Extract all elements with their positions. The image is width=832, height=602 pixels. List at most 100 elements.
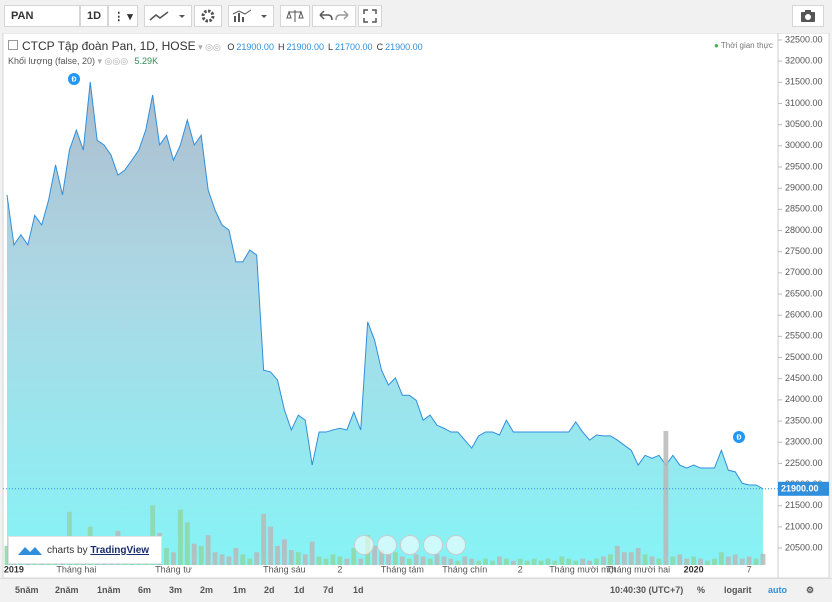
volume-bar — [476, 560, 482, 565]
volume-bar — [184, 522, 190, 565]
chart-style-button[interactable] — [144, 5, 192, 27]
volume-value: 5.29K — [134, 56, 159, 66]
volume-bar — [691, 556, 697, 565]
range-button[interactable]: 1m — [233, 585, 247, 595]
bottom-settings[interactable]: ⚙ — [806, 585, 815, 595]
undo-redo[interactable] — [312, 5, 356, 27]
range-button[interactable]: 5năm — [15, 585, 39, 595]
realtime: ● Thời gian thực — [714, 41, 773, 50]
fullscreen-button[interactable] — [358, 5, 382, 27]
event-marker — [68, 73, 80, 85]
last-price-label: 21900.00 — [781, 484, 819, 494]
volume-bar — [226, 556, 232, 565]
symbol-input[interactable]: PAN — [4, 5, 80, 27]
compare-button[interactable] — [280, 5, 310, 27]
volume-bar — [316, 556, 322, 565]
volume-bar — [295, 552, 301, 565]
y-tick-label: 21000.00 — [785, 521, 823, 531]
volume-bar — [517, 558, 523, 565]
nav-reset[interactable] — [377, 535, 397, 555]
percent-toggle[interactable]: % — [697, 585, 706, 595]
zoom-in[interactable] — [423, 535, 443, 555]
volume-bar — [524, 560, 530, 565]
ohlc-key: L — [328, 42, 334, 52]
y-tick-label: 31000.00 — [785, 98, 823, 108]
y-tick-label: 29500.00 — [785, 161, 823, 171]
volume-bar — [448, 558, 454, 565]
gear-icon — [201, 9, 215, 23]
range-button[interactable]: 3m — [169, 585, 183, 595]
y-tick-label: 31500.00 — [785, 77, 823, 87]
volume-bar — [552, 560, 558, 565]
volume-bar — [628, 552, 634, 565]
range-button[interactable]: 1d — [353, 585, 364, 595]
volume-bar — [177, 509, 183, 565]
volume-bar — [587, 560, 593, 565]
volume-bar — [725, 556, 731, 565]
nav-left[interactable] — [354, 535, 374, 555]
volume-title: Khối lượng (false, 20) — [8, 56, 95, 66]
y-tick-label: 32500.00 — [785, 34, 823, 44]
x-tick-label: 2 — [518, 564, 523, 574]
event-label: Đ — [736, 434, 741, 441]
volume-bar — [323, 558, 329, 565]
y-tick-label: 24500.00 — [785, 373, 823, 383]
volume-bar — [684, 558, 690, 565]
ohlc-value: 21900.00 — [385, 42, 423, 52]
volume-bar — [247, 558, 253, 565]
collapse-icon[interactable] — [8, 40, 18, 50]
y-tick-label: 20500.00 — [785, 542, 823, 552]
x-tick-label: Tháng mười hai — [606, 564, 670, 574]
volume-bar — [309, 541, 315, 565]
volume-bar — [469, 558, 475, 565]
y-tick-label: 29000.00 — [785, 183, 823, 193]
volume-bar — [594, 558, 599, 565]
volume-bar — [413, 554, 419, 565]
x-tick-label: 2019 — [4, 564, 24, 574]
y-tick-label: 28000.00 — [785, 225, 823, 235]
watermark[interactable]: charts by TradingView — [8, 536, 162, 564]
settings-button[interactable] — [194, 5, 222, 27]
volume-bar — [490, 560, 495, 565]
symbol-title: CTCP Tập đoàn Pan, 1D, HOSE — [22, 39, 196, 53]
volume-bar — [386, 554, 391, 565]
y-tick-label: 25000.00 — [785, 352, 823, 362]
auto-toggle[interactable]: auto — [768, 585, 787, 595]
volume-bar — [621, 552, 627, 565]
zoom-out[interactable] — [400, 535, 420, 555]
range-button[interactable]: 1năm — [97, 585, 121, 595]
volume-bar — [406, 558, 412, 565]
range-button[interactable]: 6m — [138, 585, 152, 595]
range-button[interactable]: 2m — [200, 585, 214, 595]
log-toggle[interactable]: logarit — [724, 585, 752, 595]
volume-legend: Khối lượng (false, 20) ▾ ◎◎◎ 5.29K — [8, 56, 159, 66]
range-button[interactable]: 7d — [323, 585, 334, 595]
volume-bar — [4, 545, 10, 565]
watermark-prefix: charts by — [47, 544, 88, 556]
ohlc-value: 21900.00 — [236, 42, 274, 52]
x-tick-label: Tháng tám — [381, 564, 424, 574]
nav-right[interactable] — [446, 535, 466, 555]
y-tick-label: 23500.00 — [785, 415, 823, 425]
chart: 20500.0021000.0021500.0022000.0022500.00… — [2, 33, 830, 578]
volume-bar — [254, 552, 260, 565]
volume-bar — [462, 556, 468, 565]
y-tick-label: 22500.00 — [785, 458, 823, 468]
range-button[interactable]: 1d — [294, 585, 305, 595]
x-tick-label: 2020 — [684, 564, 704, 574]
interval-menu[interactable]: ⋮ ▾ — [108, 5, 138, 27]
snapshot-button[interactable] — [792, 5, 824, 27]
interval-button[interactable]: 1D — [80, 5, 108, 27]
volume-bar — [503, 558, 509, 565]
volume-bar — [732, 554, 738, 565]
range-button[interactable]: 2d — [264, 585, 275, 595]
event-marker — [733, 431, 745, 443]
volume-bar — [663, 430, 669, 565]
camera-icon — [801, 10, 815, 22]
indicators-button[interactable] — [228, 5, 274, 27]
range-button[interactable]: 2năm — [55, 585, 79, 595]
volume-bar — [545, 558, 551, 565]
y-tick-label: 30000.00 — [785, 140, 823, 150]
tv-logo — [18, 547, 42, 555]
volume-bar — [538, 560, 544, 565]
